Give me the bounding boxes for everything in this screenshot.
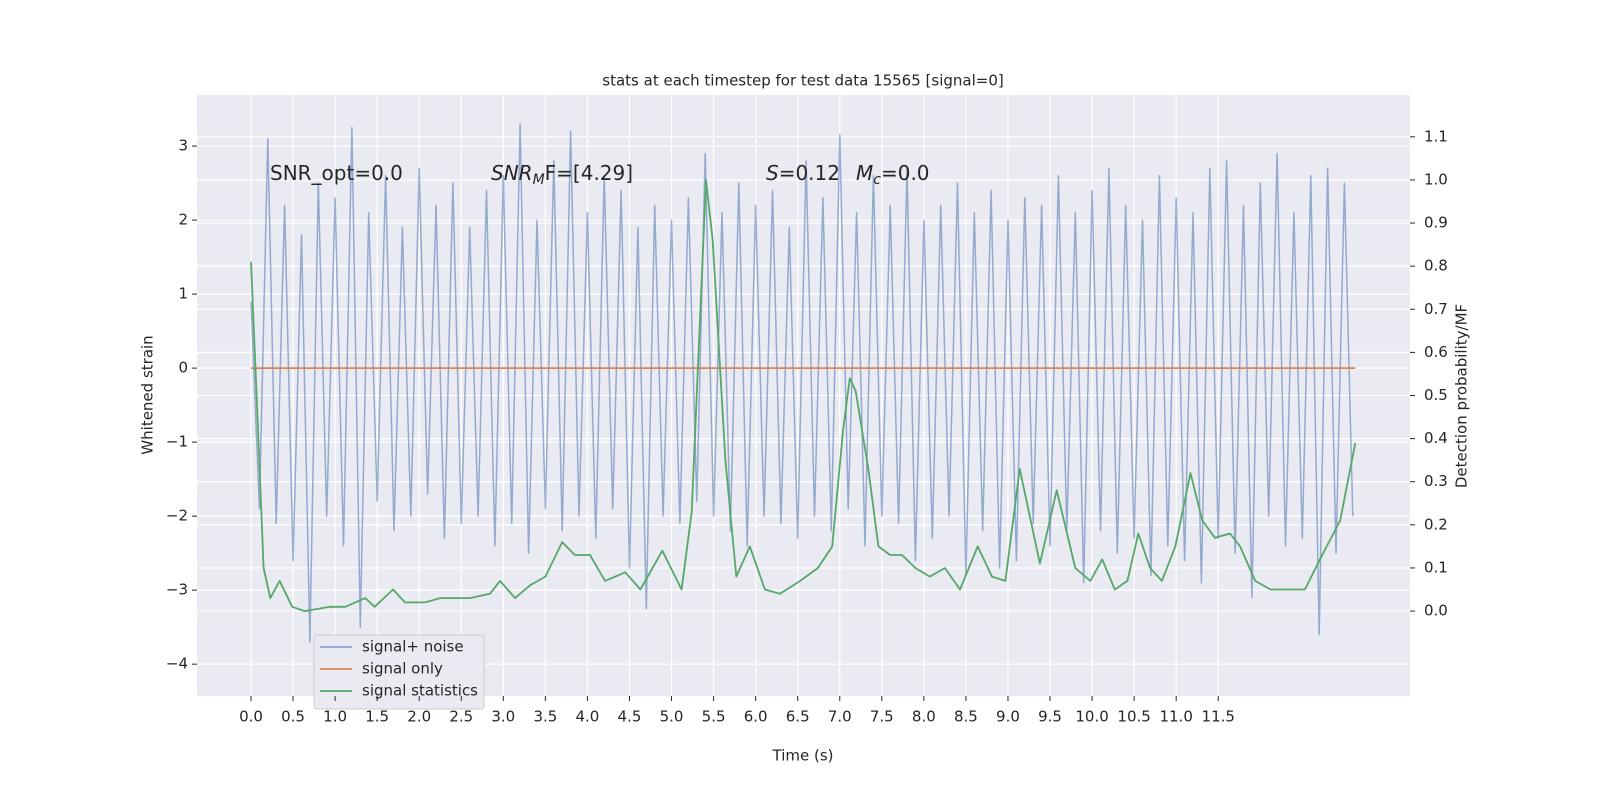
y-tick-label: −4 [166,655,188,673]
y2-tick-label: 0.9 [1424,214,1448,232]
annotation: SNR_opt=0.0 [270,161,403,185]
y2-tick-label: 1.0 [1424,170,1448,188]
x-tick-label: 7.5 [870,708,894,726]
y-tick-label: −1 [166,433,188,451]
y-tick-label: −3 [166,581,188,599]
y-tick-label: 0 [178,359,188,377]
y2-tick-label: 0.4 [1424,429,1448,447]
y2-tick-label: 0.6 [1424,343,1448,361]
x-tick-label: 7.0 [828,708,852,726]
x-axis-label: Time (s) [772,747,834,765]
annotation-text: SNR_opt=0.0 [270,161,403,185]
x-tick-label: 2.5 [449,708,473,726]
y-axis-label: Whitened strain [139,335,157,454]
x-tick-label: 9.0 [996,708,1020,726]
y2-tick-label: 0.2 [1424,515,1448,533]
annotation-text: F=[4.29] [545,161,633,185]
x-tick-label: 8.0 [912,708,936,726]
annotation-text: =0.0 [881,161,930,185]
legend-label: signal statistics [362,682,478,700]
annotation: S=0.12 Mc=0.0 [766,161,930,189]
y2-tick-label: 0.0 [1424,602,1448,620]
y-tick-label: −2 [166,507,188,525]
legend-label: signal+ noise [362,638,464,656]
annotation-text: c [873,172,881,188]
y-tick-label: 3 [178,137,188,155]
grid [197,95,1410,696]
annotation-text: M [856,161,873,185]
y-tick-label: 1 [178,285,188,303]
x-tick-label: 1.0 [323,708,347,726]
series-line [250,123,1354,643]
annotation: SNRMF=[4.29] [491,161,633,189]
x-tick-label: 10.0 [1075,708,1108,726]
marks [250,123,1357,643]
annotation-text: =0.12 [779,161,840,185]
annotation-text: M [533,172,545,188]
x-tick-label: 0.0 [239,708,263,726]
x-tick-label: 9.5 [1038,708,1062,726]
y2-tick-label: 0.3 [1424,472,1448,490]
x-tick-label: 5.0 [660,708,684,726]
x-tick-label: 3.5 [533,708,557,726]
x-tick-label: 5.5 [702,708,726,726]
chart-title: stats at each timestep for test data 155… [602,72,1003,90]
annotation-text: S [766,161,779,185]
y2-tick-label: 0.7 [1424,300,1448,318]
x-tick-label: 6.0 [744,708,768,726]
y2-tick-label: 0.8 [1424,257,1448,275]
x-tick-label: 3.0 [491,708,515,726]
annotation-text: SNR [491,161,533,185]
x-tick-label: 2.0 [407,708,431,726]
x-tick-label: 10.5 [1117,708,1150,726]
y2-tick-label: 0.1 [1424,558,1448,576]
y2-tick-label: 0.5 [1424,386,1448,404]
x-tick-label: 1.5 [365,708,389,726]
x-tick-label: 6.5 [786,708,810,726]
series-line [250,179,1357,612]
legend-label: signal only [362,660,443,678]
y-tick-label: 2 [178,211,188,229]
x-tick-label: 4.0 [575,708,599,726]
legend: signal+ noise signal only signal statistic… [313,634,485,710]
x-tick-label: 11.5 [1202,708,1235,726]
x-tick-label: 8.5 [954,708,978,726]
legend-box [313,634,485,710]
x-tick-label: 11.0 [1159,708,1192,726]
x-tick-label: 0.5 [281,708,305,726]
y2-tick-label: 1.1 [1424,127,1448,145]
x-tick-label: 4.5 [618,708,642,726]
y2-axis-label: Detection probability/MF [1453,304,1471,488]
